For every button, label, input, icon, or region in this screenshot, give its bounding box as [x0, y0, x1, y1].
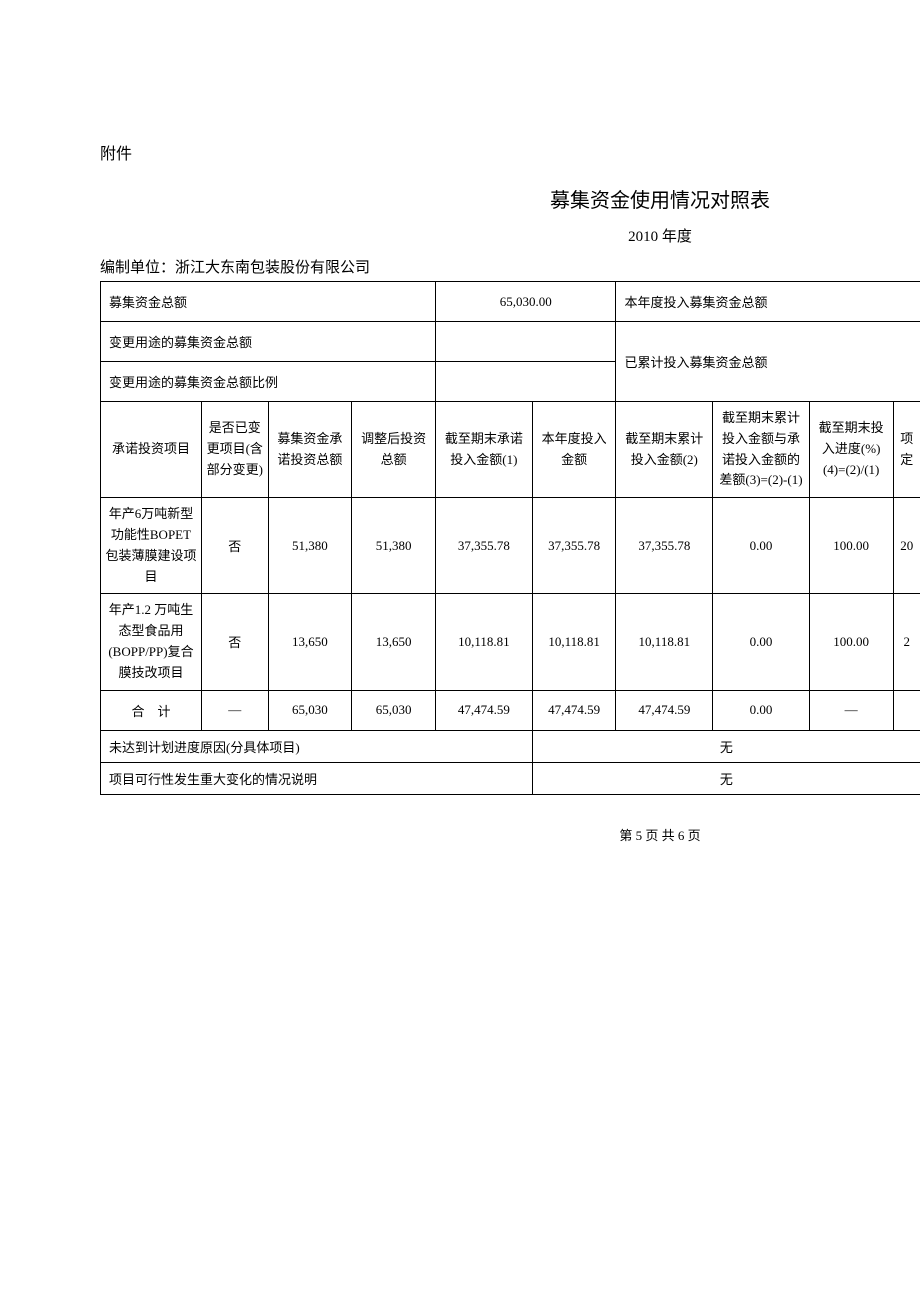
- footer-row-reason: 未达到计划进度原因(分具体项目) 无: [101, 730, 920, 762]
- this-year-funds-label: 本年度投入募集资金总额: [616, 282, 920, 322]
- cell-difference: 0.00: [713, 498, 810, 594]
- cell-total-label: 合 计: [101, 690, 202, 730]
- table-total-row: 合 计 — 65,030 65,030 47,474.59 47,474.59 …: [101, 690, 920, 730]
- page-title: 募集资金使用情况对照表: [100, 184, 920, 213]
- cell-total-this-year: 47,474.59: [532, 690, 616, 730]
- changed-purpose-ratio-label: 变更用途的募集资金总额比例: [101, 362, 436, 402]
- cell-total-adjusted: 65,030: [352, 690, 436, 730]
- cell-total-progress: —: [809, 690, 893, 730]
- col-header-last: 项定: [893, 402, 920, 498]
- changed-purpose-total-value: [436, 322, 616, 362]
- cell-total-committed: 65,030: [268, 690, 352, 730]
- attachment-label: 附件: [100, 140, 920, 164]
- cell-progress: 100.00: [809, 594, 893, 690]
- cumulative-funds-label: 已累计投入募集资金总额: [616, 322, 920, 402]
- cell-cumulative: 37,355.78: [616, 498, 713, 594]
- total-funds-value: 65,030.00: [436, 282, 616, 322]
- cell-cumulative: 10,118.81: [616, 594, 713, 690]
- year-label: 2010 年度: [100, 225, 920, 246]
- cell-total-end-committed: 47,474.59: [436, 690, 533, 730]
- cell-adjusted: 51,380: [352, 498, 436, 594]
- cell-project: 年产1.2 万吨生态型食品用(BOPP/PP)复合膜技改项目: [101, 594, 202, 690]
- table-row: 年产6万吨新型功能性BOPET包装薄膜建设项目 否 51,380 51,380 …: [101, 498, 920, 594]
- cell-committed: 51,380: [268, 498, 352, 594]
- cell-total-difference: 0.00: [713, 690, 810, 730]
- col-header-adjusted: 调整后投资总额: [352, 402, 436, 498]
- cell-this-year: 10,118.81: [532, 594, 616, 690]
- col-header-progress: 截至期末投入进度(%)(4)=(2)/(1): [809, 402, 893, 498]
- page-footer: 第 5 页 共 6 页: [100, 825, 920, 844]
- cell-changed: 否: [201, 594, 268, 690]
- feasibility-label: 项目可行性发生重大变化的情况说明: [101, 762, 533, 794]
- cell-difference: 0.00: [713, 594, 810, 690]
- cell-this-year: 37,355.78: [532, 498, 616, 594]
- unit-label: 编制单位：浙江大东南包装股份有限公司: [100, 256, 920, 277]
- table-row: 年产1.2 万吨生态型食品用(BOPP/PP)复合膜技改项目 否 13,650 …: [101, 594, 920, 690]
- footer-row-feasibility: 项目可行性发生重大变化的情况说明 无: [101, 762, 920, 794]
- cell-last: 20: [893, 498, 920, 594]
- col-header-difference: 截至期末累计投入金额与承诺投入金额的差额(3)=(2)-(1): [713, 402, 810, 498]
- funds-comparison-table: 募集资金总额 65,030.00 本年度投入募集资金总额 变更用途的募集资金总额…: [100, 281, 920, 795]
- feasibility-value: 无: [532, 762, 920, 794]
- cell-total-cumulative: 47,474.59: [616, 690, 713, 730]
- cell-last: 2: [893, 594, 920, 690]
- cell-committed: 13,650: [268, 594, 352, 690]
- col-header-changed: 是否已变更项目(含部分变更): [201, 402, 268, 498]
- reason-label: 未达到计划进度原因(分具体项目): [101, 730, 533, 762]
- col-header-project: 承诺投资项目: [101, 402, 202, 498]
- changed-purpose-ratio-value: [436, 362, 616, 402]
- cell-project: 年产6万吨新型功能性BOPET包装薄膜建设项目: [101, 498, 202, 594]
- reason-value: 无: [532, 730, 920, 762]
- col-header-cumulative: 截至期末累计投入金额(2): [616, 402, 713, 498]
- cell-end-committed: 37,355.78: [436, 498, 533, 594]
- cell-total-last: [893, 690, 920, 730]
- col-header-committed: 募集资金承诺投资总额: [268, 402, 352, 498]
- cell-progress: 100.00: [809, 498, 893, 594]
- col-header-this-year: 本年度投入金额: [532, 402, 616, 498]
- total-funds-label: 募集资金总额: [101, 282, 436, 322]
- changed-purpose-total-label: 变更用途的募集资金总额: [101, 322, 436, 362]
- cell-changed: 否: [201, 498, 268, 594]
- col-header-end-committed: 截至期末承诺投入金额(1): [436, 402, 533, 498]
- cell-total-changed: —: [201, 690, 268, 730]
- cell-end-committed: 10,118.81: [436, 594, 533, 690]
- cell-adjusted: 13,650: [352, 594, 436, 690]
